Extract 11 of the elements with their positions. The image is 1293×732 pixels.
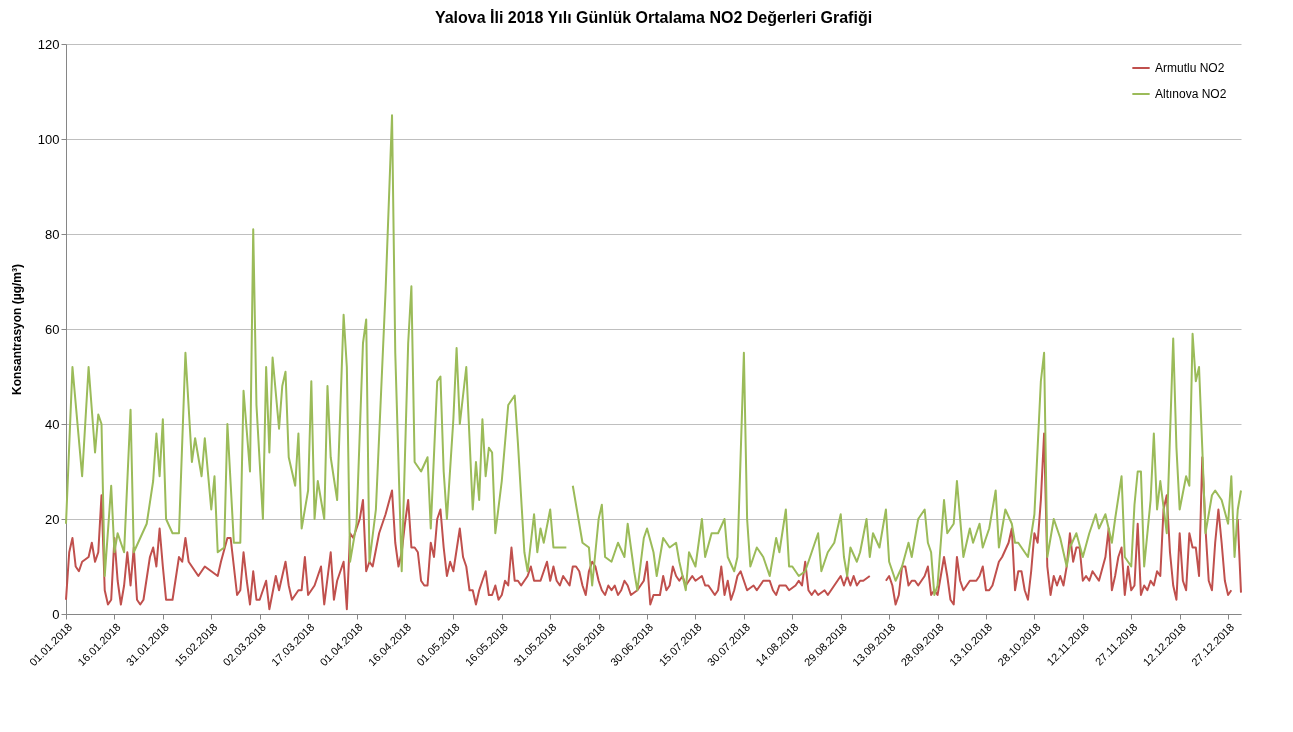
legend-label: Altınova NO2 <box>1155 87 1227 101</box>
y-tick-label: 40 <box>45 416 60 432</box>
legend-label: Armutlu NO2 <box>1155 61 1225 75</box>
y-tick-label: 80 <box>45 226 60 242</box>
chart-title: Yalova İli 2018 Yılı Günlük Ortalama NO2 Değerleri Grafiği <box>434 9 873 26</box>
y-tick-label: 20 <box>45 511 60 527</box>
y-tick-label: 120 <box>37 36 60 52</box>
y-axis-title: Konsantrasyon (µg/m³) <box>9 264 24 395</box>
y-tick-label: 60 <box>45 321 60 337</box>
y-tick-label: 100 <box>37 131 60 147</box>
y-tick-label: 0 <box>52 606 60 622</box>
